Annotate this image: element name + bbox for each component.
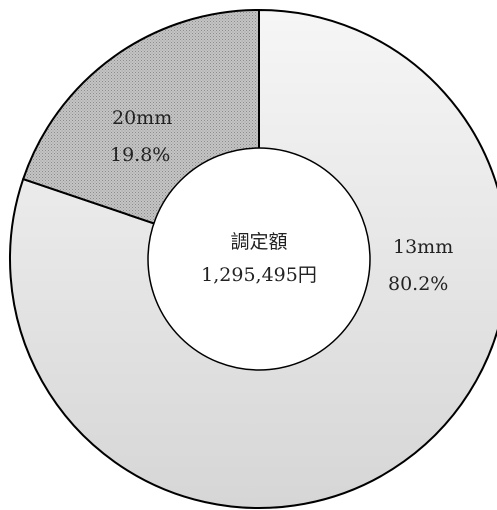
center-label-amount: 1,295,495円 <box>201 264 317 286</box>
center-label-title: 調定額 <box>230 231 287 253</box>
slice-label-20mm-value: 19.8% <box>110 144 170 166</box>
slice-label-20mm-name: 20mm <box>112 107 172 129</box>
slice-label-13mm-name: 13mm <box>393 236 453 258</box>
donut-center-label: 調定額 1,295,495円 <box>201 231 317 286</box>
slice-label-13mm-value: 80.2% <box>388 273 448 295</box>
slice-labels: 13mm 80.2% 20mm 19.8% <box>110 107 453 295</box>
donut-center-hole <box>147 147 371 371</box>
